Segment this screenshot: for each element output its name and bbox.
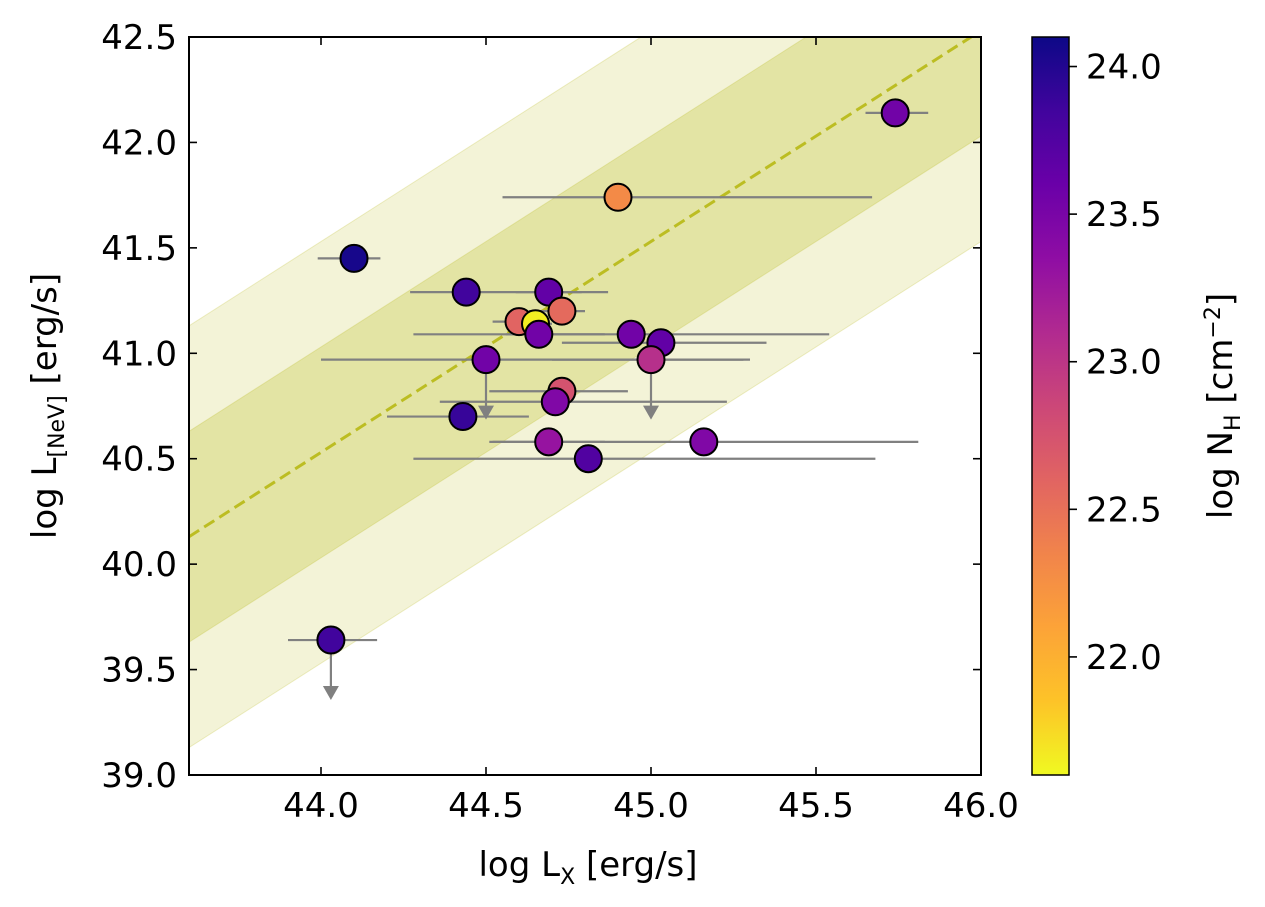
colorbar-title-close: ]	[1201, 293, 1241, 306]
colorbar-title: log NH [cm−2]	[1201, 293, 1246, 519]
colorbar-ticks: 22.0 22.5 23.0 23.5 24.0	[1069, 48, 1162, 678]
x-tick-label: 46.0	[943, 786, 1019, 826]
data-point	[636, 345, 666, 375]
data-point	[616, 319, 646, 349]
y-axis-ticks: 39.0 39.5 40.0 40.5 41.0 41.5 42.0 42.5	[101, 18, 981, 796]
y-axis-title-unit: [erg/s]	[25, 273, 65, 395]
data-point	[534, 427, 564, 457]
y-tick-label: 39.5	[101, 651, 177, 691]
x-tick-label: 45.0	[613, 786, 689, 826]
upper-limit-arrow-head	[643, 405, 659, 420]
y-axis-title-sub: [NeV]	[45, 395, 70, 457]
scatter-band-2	[189, 37, 981, 643]
y-tick-label: 41.0	[101, 334, 177, 374]
y-tick-label: 41.5	[101, 229, 177, 269]
colorbar-title-exp: −2	[1201, 306, 1226, 338]
y-tick-label: 40.5	[101, 440, 177, 480]
data-point	[448, 402, 478, 432]
y-tick-label: 42.0	[101, 123, 177, 163]
data-point	[573, 444, 603, 474]
relation-line	[189, 37, 974, 538]
data-point	[689, 427, 719, 457]
colorbar-gradient	[1031, 36, 1070, 776]
x-axis-title-sub: X	[560, 865, 575, 890]
x-axis-title: log LX [erg/s]	[478, 845, 697, 890]
colorbar-title-main: log N	[1201, 431, 1241, 519]
colorbar-tick-label: 23.5	[1086, 195, 1162, 235]
plot-area	[189, 37, 981, 749]
upper-limit-arrow-head	[478, 405, 494, 420]
x-axis-ticks: 44.0 44.5 45.0 45.5 46.0	[283, 37, 1019, 826]
upper-limit-arrow-head	[322, 686, 339, 701]
colorbar-tick-label: 24.0	[1086, 48, 1162, 88]
data-point	[471, 345, 501, 375]
data-point	[540, 387, 570, 417]
colorbar-title-unit: [cm	[1201, 339, 1241, 415]
x-tick-label: 45.5	[778, 786, 854, 826]
plot-frame	[188, 36, 982, 776]
x-axis-title-unit: [erg/s]	[575, 845, 697, 885]
colorbar: 22.0 22.5 23.0 23.5 24.0	[1031, 36, 1162, 776]
x-axis-title-main: log L	[478, 845, 560, 885]
data-point	[603, 182, 633, 212]
colorbar-tick-label: 23.0	[1086, 343, 1162, 383]
data-points	[316, 98, 910, 655]
colorbar-tick-label: 22.5	[1086, 490, 1162, 530]
data-point	[316, 625, 346, 655]
scatter-bands	[189, 37, 981, 749]
colorbar-tick-label: 22.0	[1086, 638, 1162, 678]
x-tick-label: 44.0	[283, 786, 359, 826]
y-tick-label: 40.0	[101, 545, 177, 585]
data-point	[880, 98, 910, 128]
colorbar-title-sub: H	[1221, 414, 1246, 431]
data-point	[339, 243, 369, 273]
data-point	[524, 319, 554, 349]
y-tick-label: 42.5	[101, 18, 177, 58]
data-point	[451, 277, 481, 307]
y-axis-title-main: log L	[25, 457, 65, 539]
data-point	[547, 296, 577, 326]
x-tick-label: 44.5	[448, 786, 524, 826]
y-tick-label: 39.0	[101, 756, 177, 796]
y-axis-title: log L[NeV] [erg/s]	[25, 273, 70, 539]
